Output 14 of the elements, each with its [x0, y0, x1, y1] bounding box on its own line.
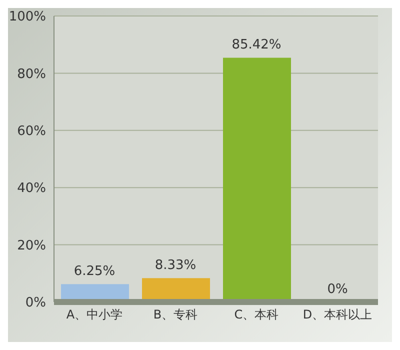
data-label: 6.25% [74, 264, 116, 280]
x-tick-label: B、专科 [153, 308, 198, 322]
y-tick-label: 0% [25, 296, 46, 311]
data-label: 85.42% [232, 38, 282, 53]
x-tick-label: C、本科 [234, 308, 279, 322]
data-label: 8.33% [154, 258, 196, 274]
y-tick-label: 60% [17, 124, 46, 140]
y-tick-label: 40% [17, 181, 46, 196]
data-label: 0% [327, 282, 348, 297]
y-tick-label: 20% [17, 238, 46, 254]
x-tick-label: D、本科以上 [302, 308, 372, 322]
y-tick-label: 80% [17, 66, 46, 82]
y-tick-label: 100% [8, 10, 46, 25]
x-tick-label: A、中小学 [66, 308, 123, 322]
